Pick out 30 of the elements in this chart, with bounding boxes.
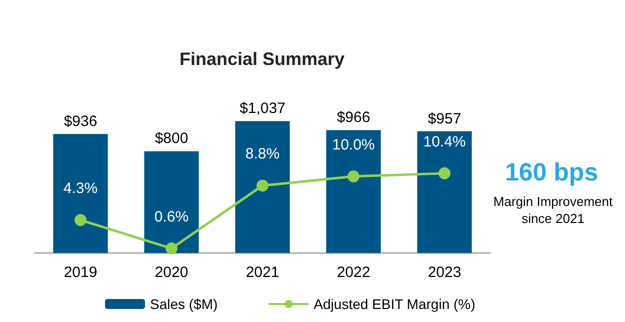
data-label: $936	[64, 112, 98, 130]
legend-label: Sales ($M)	[150, 296, 218, 312]
point	[74, 214, 86, 226]
data-label: 0.6%	[154, 208, 189, 226]
point	[348, 170, 360, 182]
data-label: 10.0%	[332, 136, 375, 154]
bar	[417, 131, 472, 253]
data-label: $966	[336, 109, 370, 126]
x-tick-label: 2019	[64, 264, 98, 281]
bar	[144, 151, 199, 253]
data-label: 8.8%	[245, 146, 280, 163]
text: Margin Improvement since 2021	[493, 194, 613, 226]
point	[438, 167, 450, 180]
legend-label: Adjusted EBIT Margin (%)	[314, 296, 476, 312]
x-tick-label: 2021	[246, 264, 280, 281]
x-tick-label: 2020	[154, 264, 188, 281]
x-tick-label: 2023	[428, 264, 462, 281]
data-label: $957	[428, 110, 462, 128]
point	[166, 242, 178, 254]
bar	[53, 134, 108, 253]
text: 160 bps	[505, 158, 598, 186]
chart-title: Financial Summary	[179, 49, 345, 69]
bar	[235, 121, 290, 253]
data-label: $800	[154, 130, 188, 148]
data-label: 10.4%	[423, 133, 466, 150]
x-tick-label: 2022	[336, 264, 370, 281]
data-label: 4.3%	[63, 180, 98, 198]
bar	[326, 130, 381, 253]
point	[256, 180, 268, 192]
data-label: $1,037	[240, 100, 286, 118]
